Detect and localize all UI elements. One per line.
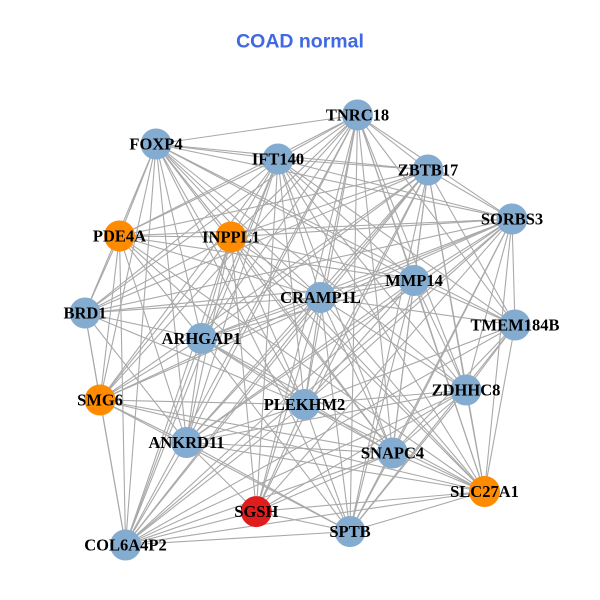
svg-text:ZBTB17: ZBTB17 — [398, 161, 459, 180]
svg-text:TNRC18: TNRC18 — [326, 106, 389, 125]
svg-text:SMG6: SMG6 — [77, 391, 123, 410]
svg-text:SLC27A1: SLC27A1 — [450, 482, 519, 501]
svg-text:BRD1: BRD1 — [63, 304, 106, 323]
svg-text:INPPL1: INPPL1 — [202, 228, 260, 247]
svg-text:PDE4A: PDE4A — [93, 227, 146, 246]
svg-text:SGSH: SGSH — [234, 502, 278, 521]
svg-text:COL6A4P2: COL6A4P2 — [84, 536, 167, 555]
svg-text:PLEKHM2: PLEKHM2 — [264, 395, 346, 414]
svg-text:FOXP4: FOXP4 — [129, 135, 182, 154]
svg-text:ZDHHC8: ZDHHC8 — [432, 381, 501, 400]
svg-text:SORBS3: SORBS3 — [481, 210, 543, 229]
svg-text:IFT140: IFT140 — [252, 150, 304, 169]
svg-text:ANKRD11: ANKRD11 — [148, 433, 224, 452]
svg-text:TMEM184B: TMEM184B — [471, 316, 560, 335]
svg-text:ARHGAP1: ARHGAP1 — [162, 329, 242, 348]
svg-text:COAD normal: COAD normal — [236, 31, 364, 53]
svg-text:SPTB: SPTB — [329, 522, 370, 541]
svg-text:MMP14: MMP14 — [385, 271, 443, 290]
svg-text:CRAMP1L: CRAMP1L — [280, 288, 361, 307]
svg-text:SNAPC4: SNAPC4 — [361, 444, 424, 463]
